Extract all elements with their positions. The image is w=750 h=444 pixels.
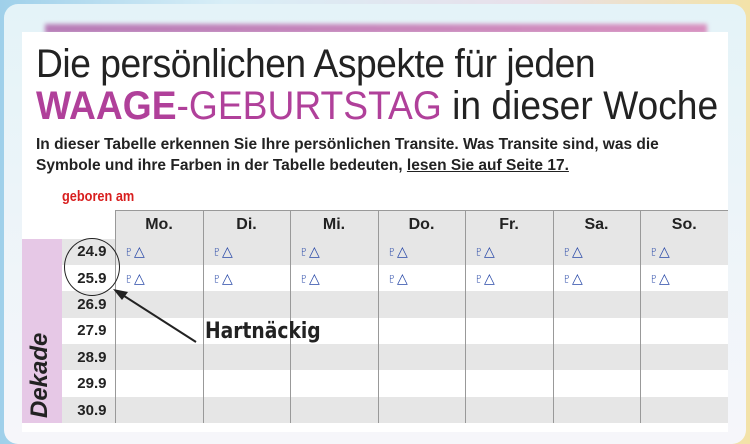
- headline-line-1: Die persönlichen Aspekte für jeden: [36, 42, 596, 86]
- aspect-cell: [114, 291, 203, 318]
- aspect-cell: ♇△: [464, 238, 553, 265]
- aspect-cell: ♇△: [114, 264, 203, 292]
- table-row: 25.9 ♇△ ♇△ ♇△ ♇△ ♇△ ♇△ ♇△: [22, 264, 728, 292]
- aspect-cell: [202, 344, 290, 371]
- pointer-arrow-icon: [113, 289, 197, 343]
- blank-header: [62, 210, 115, 239]
- aspect-cell: [552, 370, 640, 397]
- day-header: Do.: [377, 210, 465, 239]
- aspect-cell: ♇△: [114, 238, 203, 265]
- birth-date: 27.9: [77, 322, 107, 340]
- aspect-cell: [289, 291, 378, 318]
- aspect-cell: [464, 344, 553, 371]
- aspect-cell: [639, 344, 728, 371]
- day-header: Sa.: [552, 210, 640, 239]
- decorative-bar: [45, 24, 707, 34]
- aspect-cell: [114, 344, 203, 371]
- aspect-cell: [377, 317, 465, 345]
- aspect-cell: [377, 396, 465, 424]
- aspect-cell: ♇△: [552, 238, 640, 265]
- born-label: geboren am: [62, 188, 135, 205]
- aspect-cell: [114, 370, 203, 397]
- aspect-cell: [464, 370, 553, 397]
- aspect-cell: ♇△: [464, 264, 553, 292]
- aspect-cell: ♇△: [289, 264, 378, 292]
- aspect-cell: ♇△: [552, 264, 640, 292]
- table-row: 26.9: [22, 291, 728, 318]
- day-header: So.: [639, 210, 728, 239]
- aspect-cell: [639, 396, 728, 424]
- aspect-cell: [552, 344, 640, 371]
- aspect-cell: [289, 344, 378, 371]
- sign-name: WAAGE: [36, 84, 177, 128]
- birth-date: 28.9: [62, 344, 115, 371]
- day-header: Di.: [202, 210, 290, 239]
- aspect-cell: [639, 370, 728, 397]
- aspect-cell: [377, 291, 465, 318]
- aspect-cell: ♇△: [377, 264, 465, 292]
- birth-date: 29.9: [77, 375, 107, 393]
- aspect-cell: [114, 396, 203, 424]
- headline-rest: in dieser Woche: [441, 84, 719, 128]
- table-row: 30.9: [22, 396, 728, 424]
- aspect-cell: [202, 317, 290, 345]
- intro-text: In dieser Tabelle erkennen Sie Ihre pers…: [36, 134, 696, 176]
- aspect-cell: [639, 317, 728, 345]
- page-reference-link[interactable]: lesen Sie auf Seite 17.: [406, 157, 569, 174]
- annotation-note: Hartnäckig: [205, 319, 321, 344]
- aspect-cell: [289, 370, 378, 397]
- birthday-word: -GEBURTSTAG: [176, 84, 442, 128]
- aspect-cell: ♇△: [639, 238, 728, 265]
- aspect-cell: [552, 291, 640, 318]
- aspect-cell: [464, 291, 553, 318]
- highlight-circle: [64, 238, 120, 296]
- aspect-cell: ♇△: [202, 238, 290, 265]
- aspect-cell: [639, 291, 728, 318]
- day-header: Fr.: [464, 210, 553, 239]
- table-row: 29.9: [22, 370, 728, 397]
- intro-body: In dieser Tabelle erkennen Sie Ihre pers…: [36, 136, 659, 174]
- dekade-column: [22, 238, 62, 424]
- aspect-cell: [289, 396, 378, 424]
- table-row: 28.9: [22, 344, 728, 371]
- aspect-cell: [552, 396, 640, 424]
- table-row: 27.9: [22, 317, 728, 345]
- birth-date: 30.9: [62, 396, 115, 424]
- aspect-cell: [377, 344, 465, 371]
- aspect-cell: ♇△: [377, 238, 465, 265]
- aspect-cell: [202, 291, 290, 318]
- headline-line-2: WAAGE-GEBURTSTAG in dieser Woche: [36, 84, 718, 129]
- blank-header: [22, 210, 62, 239]
- day-header: Mo.: [114, 210, 203, 239]
- aspect-cell: ♇△: [289, 238, 378, 265]
- aspect-cell: [202, 370, 290, 397]
- aspect-cell: [202, 396, 290, 424]
- table-row: 24.9 ♇△ ♇△ ♇△ ♇△ ♇△ ♇△ ♇△: [22, 238, 728, 424]
- aspect-cell: [464, 317, 553, 345]
- aspect-cell: ♇△: [639, 264, 728, 292]
- aspect-cell: [552, 317, 640, 345]
- aspect-cell: ♇△: [202, 264, 290, 292]
- aspect-cell: [114, 317, 203, 345]
- day-header: Mi.: [289, 210, 378, 239]
- aspect-cell: [377, 370, 465, 397]
- transit-table: Mo. Di. Mi. Do. Fr. Sa. So. 24.9 ♇△ ♇△ ♇△ ♇△ ♇△ ♇△ ♇△…: [22, 210, 728, 424]
- aspect-cell: [464, 396, 553, 424]
- aspect-cell: [289, 317, 378, 345]
